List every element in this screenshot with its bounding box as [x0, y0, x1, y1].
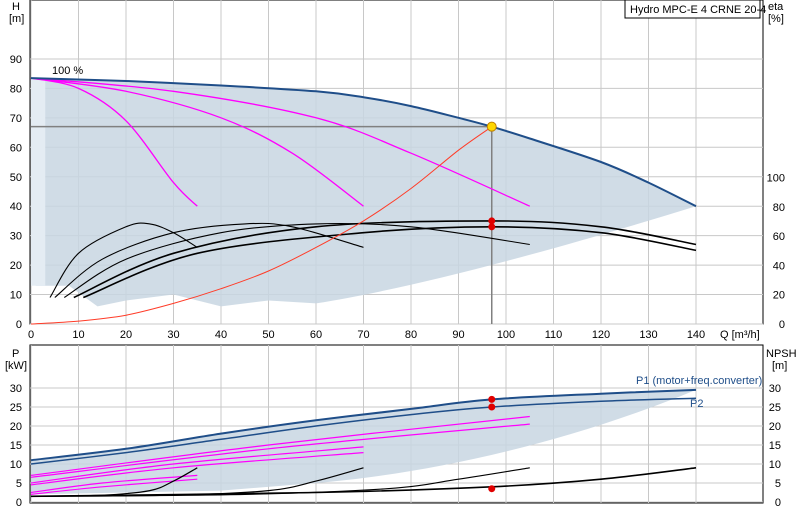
- efficiency-curve-4: [83, 225, 697, 299]
- y-axis-unit-npsh: [m]: [772, 360, 787, 372]
- x-tick-label: 110: [545, 329, 563, 341]
- y-tick-label-eta: 40: [773, 260, 785, 272]
- efficiency-point-0: [488, 217, 496, 225]
- speed-power-curve-2: [30, 446, 364, 484]
- y-tick-label-eta: 80: [773, 202, 785, 214]
- npsh-curve-3: [30, 467, 697, 498]
- y-tick-label-eta: 0: [779, 319, 785, 331]
- y-tick-label-h: 40: [10, 201, 22, 213]
- x-tick-label: 10: [72, 329, 84, 341]
- y-tick-label-eta: 100: [767, 173, 785, 185]
- y-axis-label-p: P: [12, 348, 19, 360]
- y-tick-label-eta: 60: [773, 231, 785, 243]
- y-tick-label-p: 25: [10, 402, 22, 414]
- power-panel-frame: [29, 344, 764, 504]
- speed-power-curve-3: [30, 452, 364, 486]
- y-tick-label-npsh: 0: [775, 497, 781, 509]
- x-tick-label: 20: [120, 329, 132, 341]
- power-point-0: [488, 395, 496, 403]
- power-plot-area: [30, 388, 697, 498]
- speed-curve-1: [30, 77, 364, 207]
- x-tick-label: 140: [687, 329, 705, 341]
- power-panel: 0 0 5 5 10 10 15 15 20 20 25 25 30 30 P [kW] NPSH [m]…: [5, 344, 797, 509]
- y-tick-label-p: 15: [10, 440, 22, 452]
- y-tick-label-p: 20: [10, 421, 22, 433]
- power-series-p2: [30, 397, 697, 465]
- x-tick-label: 80: [405, 329, 417, 341]
- speed-power-curve-0: [30, 474, 198, 494]
- operating-envelope: [33, 78, 696, 307]
- y-tick-label-h: 30: [10, 231, 22, 243]
- y-tick-label-p: 10: [10, 459, 22, 471]
- speed-power-curve-1: [30, 478, 198, 495]
- y-tick-label-p: 30: [10, 383, 22, 395]
- title-box: [624, 0, 761, 19]
- x-tick-label: 50: [262, 329, 274, 341]
- x-tick-label: 60: [310, 329, 322, 341]
- y-tick-label-h: 10: [10, 290, 22, 302]
- efficiency-curve-0: [49, 222, 198, 298]
- power-series-p1: [30, 388, 697, 462]
- y-tick-label-npsh: 10: [769, 459, 781, 471]
- x-tick-label: 100: [497, 329, 515, 341]
- y-axis-unit-h: [m]: [9, 13, 24, 25]
- y-axis-unit-p: [kW]: [5, 360, 27, 372]
- speed-power-curve-4: [30, 415, 530, 476]
- y-tick-label-h: 90: [10, 54, 22, 66]
- y-axis-unit-eta: [%]: [768, 13, 784, 25]
- x-tick-label: 90: [452, 329, 464, 341]
- speed-power-curve-5: [30, 423, 530, 478]
- x-tick-label: 30: [167, 329, 179, 341]
- power-point-1: [488, 403, 496, 411]
- x-tick-label: 130: [639, 329, 657, 341]
- y-tick-label-h: 0: [16, 319, 22, 331]
- speed-curve-0: [30, 77, 198, 207]
- operating-point: [486, 121, 497, 132]
- max-speed-curve: [30, 77, 697, 208]
- y-tick-label-eta: 20: [773, 290, 785, 302]
- power-axes: 0 0 5 5 10 10 15 15 20 20 25 25 30 30: [10, 383, 781, 509]
- x-tick-label: 40: [215, 329, 227, 341]
- x-tick-label: 120: [592, 329, 610, 341]
- legend-p1: P1 (motor+freq.converter): [636, 375, 762, 387]
- y-tick-label-p: 5: [16, 478, 22, 490]
- y-tick-label-npsh: 15: [769, 440, 781, 452]
- y-tick-label-h: 60: [10, 142, 22, 154]
- y-tick-label-h: 80: [10, 83, 22, 95]
- efficiency-curve-2: [64, 222, 530, 298]
- head-axes: 0 10 20 30 40 50 60 70 80 90 100 110 120 130 140 0 10 20 3…: [10, 54, 785, 341]
- x-tick-label: 70: [357, 329, 369, 341]
- y-axis-label-npsh: NPSH: [766, 348, 797, 360]
- y-tick-label-npsh: 20: [769, 421, 781, 433]
- head-panel: 0 10 20 30 40 50 60 70 80 90 100 110 120 130 140 0 10 20 3…: [9, 0, 785, 341]
- efficiency-point-1: [488, 223, 496, 231]
- chart-title: Hydro MPC-E 4 CRNE 20-4: [630, 4, 766, 16]
- y-tick-label-npsh: 25: [769, 402, 781, 414]
- speed-curve-2: [30, 77, 531, 207]
- head-plot-area: [30, 77, 697, 325]
- y-tick-label-h: 70: [10, 113, 22, 125]
- system-curve: [30, 126, 493, 325]
- y-tick-label-npsh: 30: [769, 383, 781, 395]
- power-point-2: [488, 485, 496, 493]
- legend-p2: P2: [690, 398, 703, 410]
- y-tick-label-p: 0: [16, 497, 22, 509]
- efficiency-curve-3: [73, 220, 697, 299]
- x-axis-label: Q [m³/h]: [720, 329, 760, 341]
- y-axis-label-h: H: [12, 1, 20, 13]
- y-tick-label-h: 20: [10, 260, 22, 272]
- envelope-edge: [31, 78, 46, 286]
- y-tick-label-npsh: 5: [775, 478, 781, 490]
- y-axis-label-eta: eta: [768, 1, 784, 13]
- y-tick-label-h: 50: [10, 172, 22, 184]
- x-tick-label: 0: [28, 329, 34, 341]
- speed-annotation: 100 %: [52, 65, 83, 77]
